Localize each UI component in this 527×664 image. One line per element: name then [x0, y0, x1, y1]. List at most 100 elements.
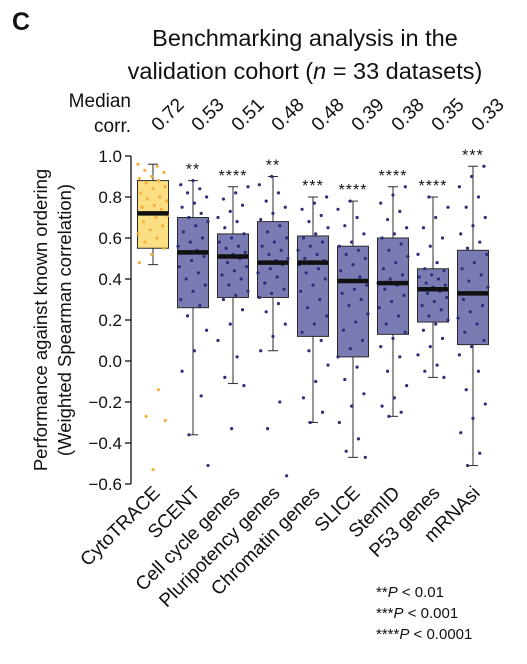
- data-point: [470, 345, 474, 349]
- data-point: [380, 404, 384, 408]
- data-point: [234, 293, 238, 297]
- data-point: [430, 273, 434, 277]
- data-point: [396, 314, 401, 318]
- data-point: [483, 402, 487, 406]
- data-point: [187, 433, 191, 437]
- y-tick-label: −0.6: [88, 475, 122, 494]
- data-point: [296, 248, 300, 252]
- data-point: [301, 236, 306, 240]
- data-point: [267, 252, 271, 256]
- data-point: [366, 312, 370, 316]
- data-point: [184, 277, 188, 281]
- data-point: [428, 244, 432, 248]
- data-point: [285, 236, 289, 240]
- data-point: [387, 248, 391, 252]
- data-point: [456, 316, 460, 320]
- data-point: [263, 281, 267, 285]
- panel-label: C: [12, 8, 30, 36]
- data-point: [163, 418, 167, 423]
- data-point: [278, 400, 282, 404]
- data-point: [190, 258, 194, 263]
- data-point: [240, 308, 245, 312]
- data-point: [151, 468, 155, 472]
- box-7: [377, 237, 409, 335]
- data-point: [467, 279, 471, 283]
- data-point: [240, 203, 245, 207]
- data-point: [264, 310, 268, 314]
- data-point: [337, 244, 341, 248]
- legend-p-1: P: [388, 584, 398, 601]
- data-point: [460, 267, 464, 271]
- data-point: [352, 287, 356, 291]
- data-point: [383, 287, 387, 291]
- box-9: [457, 249, 489, 346]
- data-point: [356, 248, 361, 252]
- data-point: [312, 201, 316, 205]
- data-point: [399, 242, 403, 246]
- data-point: [424, 281, 428, 285]
- data-point: [194, 224, 198, 228]
- legend-text-2: < 0.001: [404, 605, 459, 622]
- data-point: [152, 203, 156, 207]
- data-point: [239, 277, 243, 281]
- data-point: [137, 261, 141, 265]
- data-point: [143, 168, 147, 172]
- data-point: [257, 295, 261, 300]
- data-point: [228, 209, 232, 213]
- significance-legend: **P < 0.01 ***P < 0.001 ****P < 0.0001: [376, 584, 472, 643]
- legend-text-1: < 0.01: [398, 584, 444, 601]
- data-point: [191, 179, 195, 183]
- data-point: [416, 252, 420, 256]
- data-point: [136, 232, 140, 236]
- data-point: [337, 420, 341, 425]
- data-point: [228, 322, 232, 326]
- data-point: [316, 267, 321, 271]
- data-point: [315, 252, 319, 256]
- data-point: [160, 224, 165, 228]
- data-point: [398, 355, 402, 359]
- data-point: [246, 185, 250, 189]
- data-point: [355, 365, 359, 369]
- data-point: [300, 330, 304, 334]
- data-point: [235, 355, 239, 359]
- y-tick-label: 0.0: [98, 352, 122, 371]
- data-point: [179, 183, 183, 187]
- data-point: [403, 185, 407, 189]
- y-tick-label: 0.8: [98, 188, 122, 207]
- median-corr-label: 0.53: [188, 95, 229, 136]
- data-point: [442, 269, 446, 273]
- data-point: [363, 256, 367, 261]
- data-point: [359, 297, 363, 302]
- data-point: [405, 384, 409, 388]
- data-point: [472, 261, 476, 265]
- data-point: [227, 283, 231, 287]
- data-point: [230, 427, 234, 431]
- data-point: [275, 275, 279, 279]
- data-point: [325, 314, 329, 318]
- data-point: [198, 304, 202, 308]
- data-point: [162, 246, 166, 250]
- data-point: [154, 215, 158, 220]
- data-point: [180, 369, 184, 373]
- data-point: [392, 232, 396, 236]
- data-point: [205, 328, 209, 332]
- data-point: [235, 220, 239, 224]
- data-point: [344, 449, 348, 453]
- data-point: [320, 410, 325, 414]
- data-point: [276, 302, 281, 306]
- data-point: [259, 349, 263, 353]
- data-point: [416, 353, 420, 357]
- significance-stars: **: [186, 162, 200, 179]
- y-tick-label: 0.2: [98, 311, 122, 330]
- legend-stars-2: ***: [376, 605, 394, 622]
- data-point: [485, 252, 489, 256]
- data-point: [341, 328, 346, 332]
- data-point: [400, 273, 405, 277]
- data-point: [144, 181, 148, 185]
- legend-stars-1: **: [376, 584, 388, 601]
- data-point: [461, 297, 466, 302]
- data-point: [385, 217, 390, 222]
- data-point: [245, 265, 249, 269]
- data-point: [362, 232, 366, 236]
- data-point: [443, 283, 447, 287]
